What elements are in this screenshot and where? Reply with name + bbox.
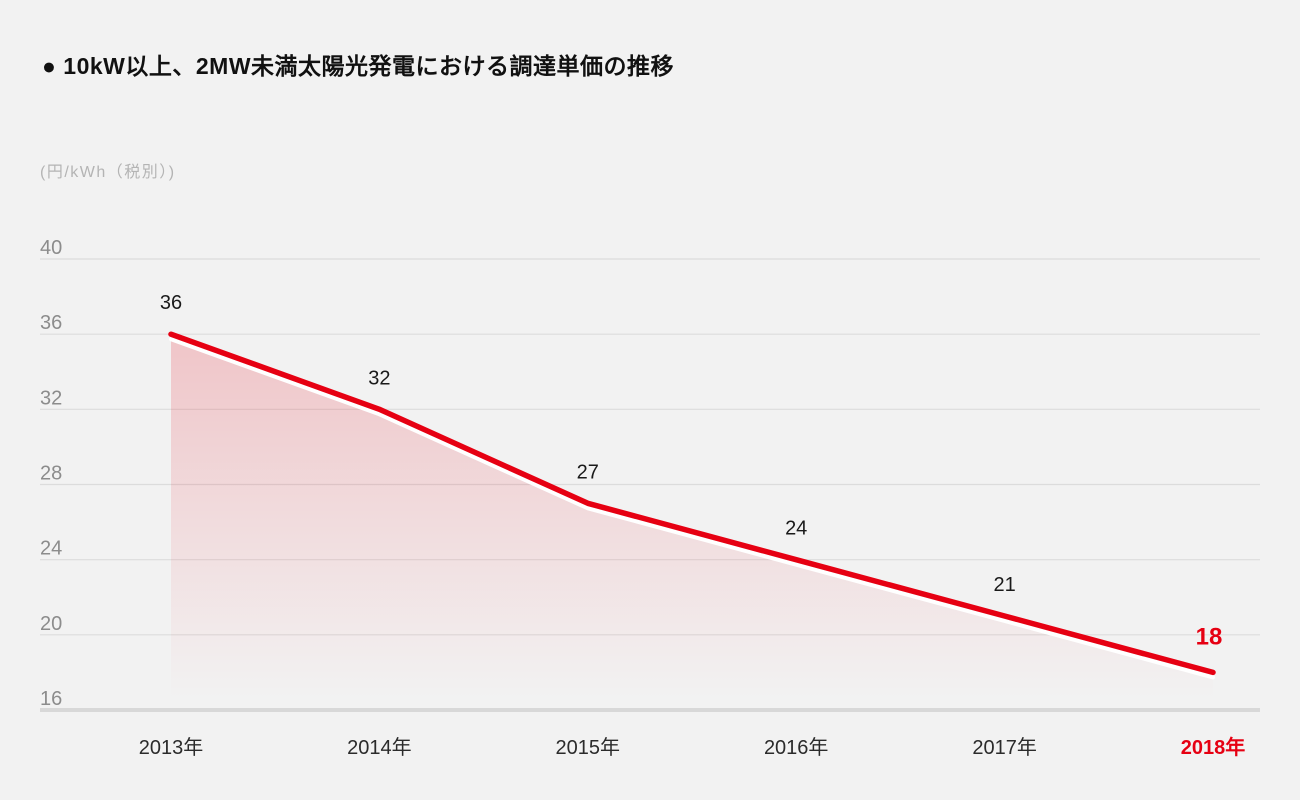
y-axis-unit-label: (円/kWh（税別）): [40, 164, 176, 181]
y-tick-label-24: 24: [40, 538, 62, 560]
y-tick-label-20: 20: [40, 613, 62, 635]
y-tick-label-40: 40: [40, 237, 62, 259]
y-tick-label-16: 16: [40, 688, 62, 710]
y-tick-label-32: 32: [40, 387, 62, 409]
point-label-21: 21: [993, 574, 1015, 596]
chart-title: ● 10kW以上、2MW未満太陽光発電における調達単価の推移: [42, 53, 675, 79]
x-tick-label-2014年: 2014年: [347, 736, 412, 759]
point-label-32: 32: [368, 367, 390, 389]
point-label-36: 36: [160, 292, 182, 314]
area-fill: [171, 334, 1213, 710]
point-label-18: 18: [1196, 623, 1223, 650]
line-halo: [169, 337, 1215, 680]
data-line: [168, 331, 1216, 676]
y-tick-label-28: 28: [40, 463, 62, 485]
x-tick-label-2018年: 2018年: [1181, 735, 1246, 759]
point-label-24: 24: [785, 518, 807, 540]
x-tick-label-2015年: 2015年: [556, 736, 621, 759]
y-tick-label-36: 36: [40, 312, 62, 334]
x-tick-label-2013年: 2013年: [139, 736, 204, 759]
point-label-27: 27: [577, 461, 599, 483]
x-tick-label-2017年: 2017年: [972, 736, 1037, 759]
x-tick-label-2016年: 2016年: [764, 736, 829, 759]
